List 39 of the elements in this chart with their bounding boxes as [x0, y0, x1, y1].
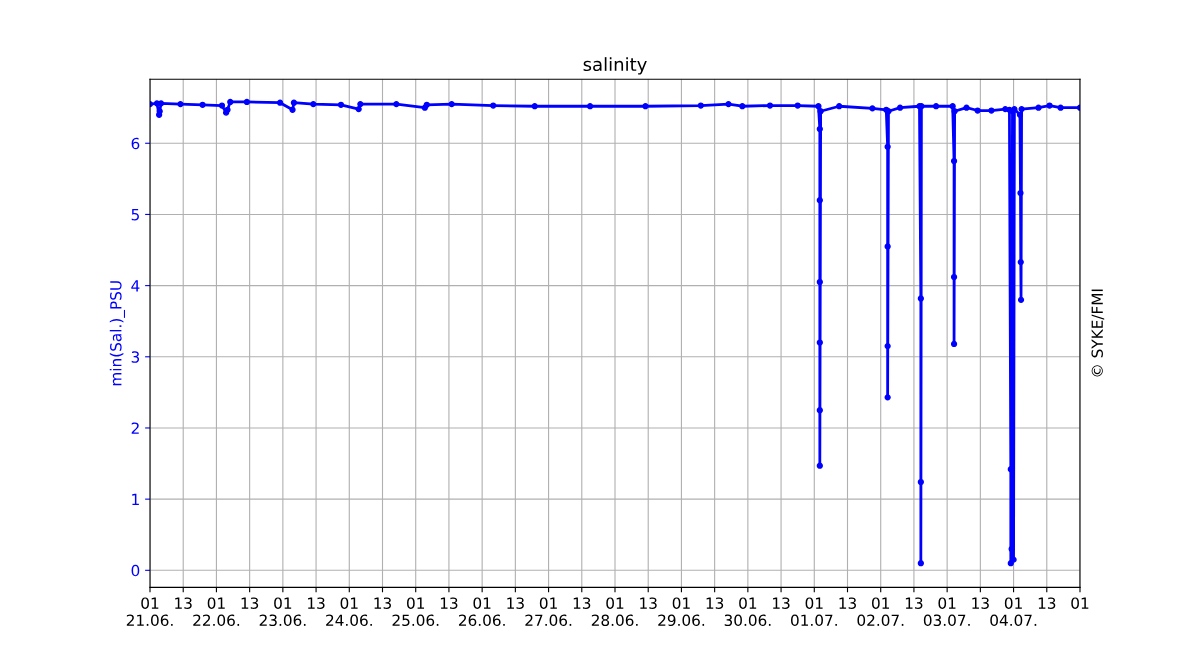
x-tick-label: 01 22.06. — [193, 597, 240, 627]
y-tick-label: 5 — [131, 209, 139, 221]
x-tick-label: 13 — [839, 597, 856, 609]
x-tick-label: 13 — [440, 597, 458, 609]
x-tick-label: 01 28.06. — [591, 597, 638, 627]
x-tick-label: 13 — [706, 597, 724, 609]
x-tick-label: 13 — [374, 597, 391, 609]
x-tick-label: 01 — [1071, 597, 1089, 609]
text: © SYKE/FMI — [1091, 289, 1105, 377]
x-tick-label: 01 03.07. — [923, 597, 970, 627]
y-tick-label: 4 — [131, 280, 140, 292]
x-tick-label: 13 — [175, 597, 192, 609]
x-tick-label: 13 — [507, 597, 524, 609]
x-tick-label: 01 25.06. — [392, 597, 439, 627]
x-tick-label: 01 02.07. — [857, 597, 904, 627]
x-tick-label: 01 29.06. — [658, 597, 705, 627]
x-tick-label: 01 24.06. — [326, 597, 372, 627]
x-tick-label: 13 — [905, 597, 923, 609]
y-tick-label: 1 — [132, 493, 139, 505]
x-tick-label: 01 04.07. — [990, 597, 1037, 627]
x-tick-label: 13 — [773, 597, 790, 609]
y-tick-label: 6 — [131, 137, 140, 150]
x-tick-label: 01 21.06. — [126, 597, 173, 627]
x-tick-label: 13 — [573, 597, 591, 609]
x-tick-label: 13 — [241, 597, 259, 609]
y-tick-label: 0 — [131, 564, 140, 577]
y-tick-label: 3 — [131, 351, 140, 363]
y-axis-title: min(Sal.)_PSU — [109, 281, 125, 386]
x-tick-label: 01 26.06. — [458, 597, 505, 627]
x-tick-label: 01 27.06. — [525, 597, 572, 627]
x-tick-label: 01 30.06. — [724, 597, 771, 627]
x-tick-label: 13 — [640, 597, 657, 609]
x-tick-label: 13 — [972, 597, 989, 609]
x-tick-label: 01 23.06. — [259, 597, 306, 627]
x-tick-label: 13 — [308, 597, 325, 609]
x-tick-label: 01 01.07. — [791, 597, 837, 627]
y-tick-label: 2 — [131, 422, 139, 434]
x-tick-label: 13 — [1038, 597, 1056, 609]
chart-title: salinity — [583, 57, 647, 75]
